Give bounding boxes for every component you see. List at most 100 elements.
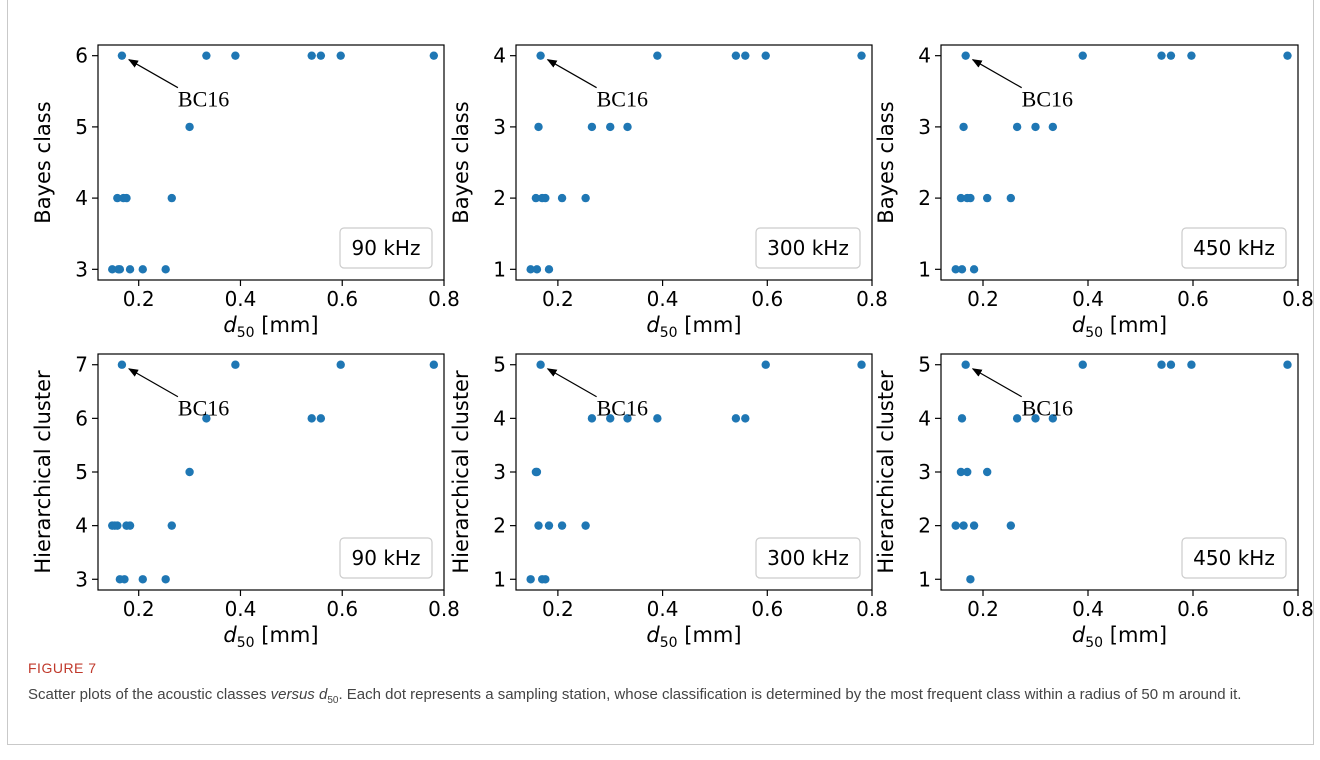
legend-box [339, 537, 433, 579]
y-tick-label: 5 [75, 115, 88, 139]
annotation-arrow [971, 368, 1022, 398]
plot-frame [97, 44, 445, 281]
y-tick-label: 2 [918, 514, 931, 538]
annotation-label: BC16 [178, 87, 229, 112]
data-point [1012, 414, 1022, 423]
data-point [1157, 51, 1166, 60]
data-point [114, 265, 123, 274]
y-tick-label: 6 [75, 406, 88, 430]
chart-bayes-450: 0.2 0.4 0.6 0.8 1 2 3 4 d50 [mm] Bayes class BC16 4… [874, 44, 1314, 341]
y-tick-label: 3 [493, 460, 506, 484]
plot-frame [940, 44, 1299, 281]
x-tick-label: 0.4 [1072, 287, 1104, 311]
data-point [1048, 414, 1058, 423]
data-point [526, 575, 535, 584]
data-point [532, 467, 542, 477]
data-point [1012, 122, 1022, 132]
data-point [161, 575, 170, 584]
figure-label: FIGURE 7 [28, 660, 97, 676]
x-tick-label: 0.6 [751, 287, 783, 311]
data-point [161, 265, 170, 274]
y-tick-label: 5 [918, 353, 931, 377]
data-point [531, 193, 541, 203]
annotation-arrow [971, 59, 1022, 89]
y-axis-label: Hierarchical cluster [874, 370, 898, 574]
data-point [653, 51, 662, 60]
figure-caption: Scatter plots of the acoustic classes ve… [28, 684, 1288, 712]
data-point [959, 521, 968, 530]
data-point [951, 521, 960, 530]
data-point [963, 193, 972, 203]
caption-versus: versus [270, 686, 315, 703]
data-point [120, 575, 129, 584]
data-point [857, 51, 866, 60]
x-axis-label: d50 [mm] [223, 313, 318, 341]
x-tick-label: 0.6 [326, 287, 358, 311]
legend-box [755, 537, 861, 579]
legend-label: 300 kHz [767, 546, 849, 570]
scatter-plots-grid: 0.2 0.4 0.6 0.8 3 4 5 6 d50 [mm] Bayes class BC16 9… [31, 44, 1314, 650]
y-tick-label: 1 [918, 257, 931, 281]
data-point [761, 51, 770, 60]
data-point [966, 575, 975, 584]
x-tick-label: 0.8 [1282, 597, 1314, 621]
legend-box [339, 227, 433, 269]
x-tick-label: 0.2 [123, 597, 155, 621]
data-point [316, 51, 326, 60]
y-tick-label: 3 [493, 115, 506, 139]
data-point [231, 360, 240, 369]
data-point [110, 521, 119, 530]
data-point [429, 360, 439, 369]
data-point [1187, 51, 1196, 60]
x-tick-label: 0.2 [123, 287, 155, 311]
caption-d: d [314, 686, 328, 703]
caption-d-sub: 50 [327, 695, 339, 706]
data-point [587, 414, 597, 423]
data-point [587, 122, 597, 132]
annotation-label: BC16 [597, 396, 648, 421]
x-tick-label: 0.4 [225, 597, 257, 621]
data-point [202, 414, 211, 423]
data-point [532, 265, 542, 274]
data-point [1187, 360, 1196, 369]
y-tick-label: 1 [493, 567, 506, 591]
x-tick-label: 0.6 [1177, 287, 1209, 311]
data-point [125, 521, 135, 530]
x-tick-label: 0.8 [428, 287, 460, 311]
data-point [969, 265, 979, 274]
x-axis-label: d50 [mm] [646, 313, 741, 341]
y-tick-label: 4 [75, 514, 88, 538]
y-tick-label: 1 [918, 567, 931, 591]
data-point [185, 122, 194, 132]
y-tick-label: 4 [75, 186, 88, 210]
x-axis-label: d50 [mm] [646, 623, 741, 650]
chart-hier-90: 0.2 0.4 0.6 0.8 3 4 5 6 7 d50 [mm] Hierarchical cl… [31, 353, 460, 650]
data-point [951, 265, 960, 274]
data-point [983, 467, 992, 477]
data-point [117, 51, 127, 60]
legend-label: 450 kHz [1193, 236, 1275, 260]
y-axis-label: Hierarchical cluster [449, 370, 473, 574]
data-point [231, 51, 240, 60]
data-point [653, 414, 662, 423]
data-point [1166, 360, 1176, 369]
x-tick-label: 0.6 [751, 597, 783, 621]
data-point [138, 265, 147, 274]
annotation-label: BC16 [178, 396, 229, 421]
annotation-label: BC16 [597, 87, 648, 112]
data-point [963, 467, 972, 477]
y-axis-label: Bayes class [31, 101, 55, 223]
plot-frame [515, 44, 873, 281]
data-point [956, 467, 966, 477]
data-point [113, 193, 122, 203]
legend-box [755, 227, 861, 269]
data-point [741, 414, 750, 423]
data-point [534, 521, 543, 530]
y-tick-label: 6 [75, 44, 88, 68]
data-point [957, 265, 967, 274]
x-tick-label: 0.8 [1282, 287, 1314, 311]
x-tick-label: 0.2 [967, 597, 999, 621]
legend-label: 90 kHz [352, 546, 421, 570]
data-point [536, 51, 545, 60]
data-point [761, 360, 770, 369]
